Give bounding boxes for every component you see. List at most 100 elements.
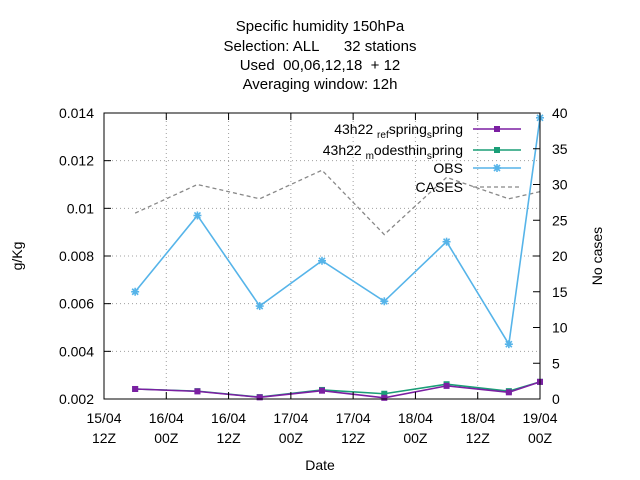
data-point-core [132,289,138,294]
data-point [194,388,201,395]
y-axis-label: g/Kg [9,242,25,271]
y-tick-label: 0.01 [67,200,94,216]
x-tick-label: 17/04 00Z [273,410,308,446]
data-point [442,237,451,246]
x-axis: 15/04 12Z 16/04 00Z 16/04 12Z 17/04 00Z 17/04 12Z… [86,113,558,446]
x-tick-label-date: 18/04 [398,410,433,426]
x-tick-label-hour: 00Z [154,430,179,446]
chart-title-line-2: Selection: ALL 32 stations [223,38,417,55]
legend-label-subscript: s [427,151,432,162]
x-tick-label-hour: 12Z [217,430,242,446]
y2-tick-label: 20 [552,248,568,264]
y-tick-label: 0.008 [59,248,94,264]
x-tick-label: 17/04 12Z [336,410,371,446]
data-point-core [257,303,262,309]
legend-item: 43h22 refspringspring [334,121,521,141]
x-tick-label: 16/04 12Z [211,410,246,446]
x-tick-label-hour: 12Z [341,430,366,446]
data-point-core [382,299,387,304]
y-tick-label: 0.014 [59,105,94,121]
x-tick-label-hour: 00Z [279,430,304,446]
data-point [255,302,264,311]
series-cases [134,169,541,236]
series-43h22-ref-spring [132,378,543,401]
x-tick-label-date: 16/04 [211,410,246,426]
data-point [504,340,513,349]
y2-tick-label: 35 [552,141,568,157]
y2-tick-label: 15 [552,284,568,300]
data-point [493,164,501,172]
data-point-core [319,258,325,263]
legend-label-part: pring [432,142,463,158]
x-tick-label: 15/04 12Z [86,410,121,446]
grid-lines [104,113,540,399]
chart-title-line-1: Specific humidity 150hPa [235,18,405,35]
data-point [131,287,140,296]
series-line [134,117,541,347]
y-tick-label: 0.002 [59,391,94,407]
y2-axis-label: No cases [589,227,605,285]
legend-label: OBS [433,160,463,176]
y2-tick-label: 40 [552,105,568,121]
legend-item: OBS [433,160,521,176]
data-point [256,394,263,401]
x-tick-label-date: 18/04 [460,410,495,426]
y2-tick-label: 5 [552,355,560,371]
legend-label-subscript: ref [377,130,389,141]
data-point-core [494,165,500,171]
legend-item: CASES [416,179,521,195]
legend-label-part: spring [389,121,427,137]
legend-item: 43h22 modesthinspring [323,142,521,162]
x-tick-label: 16/04 00Z [149,410,184,446]
y-tick-label: 0.006 [59,296,94,312]
data-point [380,297,389,306]
legend-label: 43h22 modesthinspring [323,142,463,162]
data-point-core [506,341,512,347]
y2-tick-label: 10 [552,320,568,336]
data-point [381,394,388,401]
x-tick-label-date: 17/04 [336,410,371,426]
chart-title-line-3: Used 00,06,12,18 + 12 [239,57,401,74]
legend-label: 43h22 refspringspring [334,121,463,141]
legend-label-part: 43h22 [323,142,366,158]
y2-tick-label: 0 [552,391,560,407]
legend-label-part: 43h22 [334,121,377,137]
data-point-core [444,239,449,244]
x-tick-label-hour: 00Z [528,430,553,446]
legend-label-subscript: s [427,130,432,141]
legend-label-part: pring [432,121,463,137]
x-tick-label-date: 16/04 [149,410,184,426]
x-tick-label-hour: 00Z [403,430,428,446]
data-point [494,147,500,153]
x-tick-label-date: 15/04 [86,410,121,426]
y2-tick-label: 30 [552,177,568,193]
data-point [505,389,512,396]
y-tick-label: 0.012 [59,153,94,169]
y-axis: 0.002 0.004 0.006 0.008 0.01 0.012 0.014 [59,105,111,407]
series-line [134,169,541,236]
legend-label: CASES [416,179,463,195]
legend-label-part: odesthin [374,142,427,158]
data-point-core [195,213,200,218]
chart-title-line-4: Averaging window: 12h [242,76,398,93]
legend-label-subscript: m [366,151,374,162]
x-tick-label: 18/04 12Z [460,410,495,446]
x-tick-label-hour: 12Z [92,430,117,446]
x-tick-label-hour: 12Z [466,430,491,446]
data-point [318,256,326,265]
y2-tick-label: 25 [552,212,568,228]
series-obs [131,113,544,349]
x-tick-label: 19/04 00Z [522,410,557,446]
data-point [494,126,500,132]
data-point [443,382,450,389]
data-point [193,211,202,220]
y-tick-label: 0.004 [59,343,94,359]
x-tick-label-date: 19/04 [522,410,557,426]
x-tick-label: 18/04 00Z [398,410,433,446]
data-point [381,390,388,397]
data-point [319,387,325,394]
x-tick-label-date: 17/04 [273,410,308,426]
y2-axis: 0 5 10 15 20 25 30 35 40 [533,105,568,407]
